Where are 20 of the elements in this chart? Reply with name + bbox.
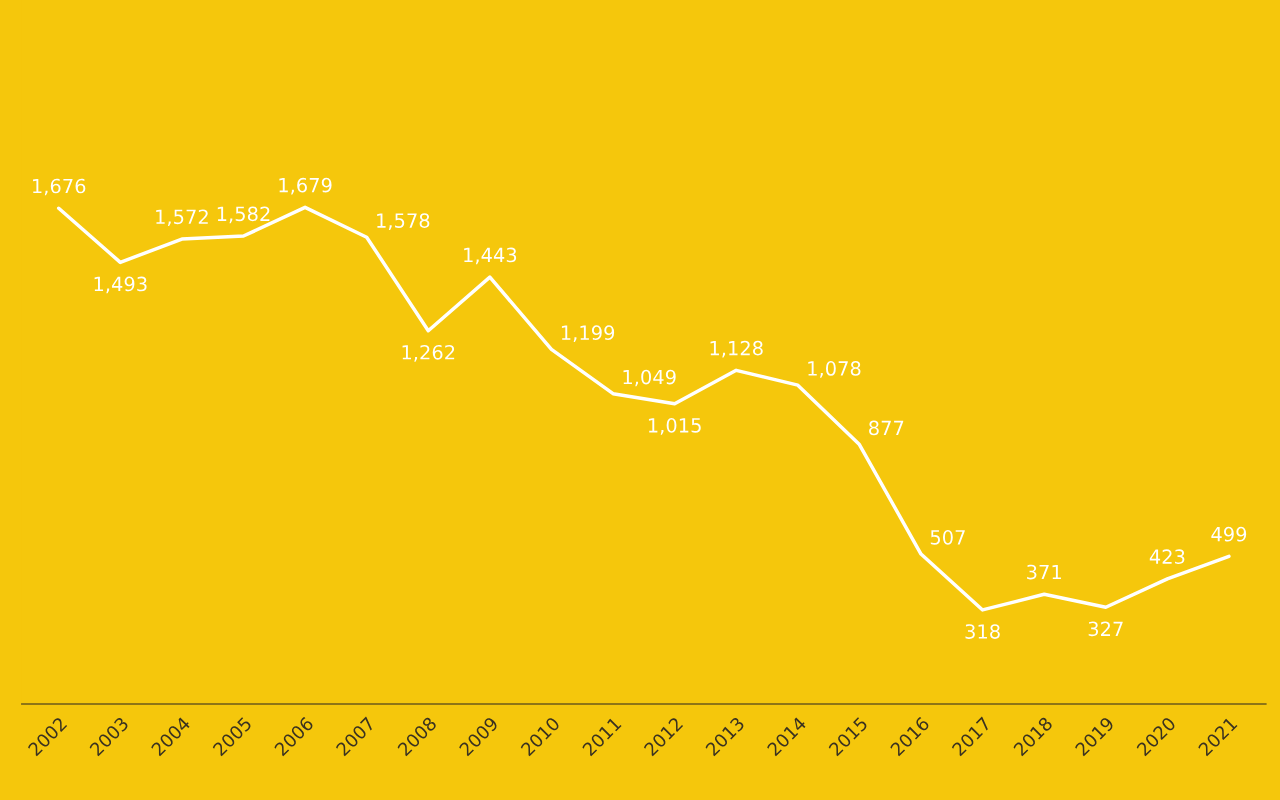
data-label: 877 — [869, 420, 904, 436]
data-label: 1,015 — [648, 418, 701, 435]
data-label: 1,572 — [156, 209, 208, 227]
data-label: 1,578 — [377, 213, 430, 230]
data-label: 1,493 — [94, 276, 147, 294]
data-label: 1,049 — [623, 369, 676, 387]
data-label: 318 — [965, 624, 1000, 639]
data-label: 499 — [1211, 526, 1247, 542]
data-label: 371 — [1027, 564, 1061, 580]
data-label: 507 — [930, 530, 965, 545]
data-label: 1,128 — [710, 340, 763, 358]
data-label: 1,676 — [33, 178, 86, 196]
data-label: 1,443 — [464, 247, 517, 265]
data-label: 1,679 — [279, 177, 332, 195]
data-label: 327 — [1088, 621, 1123, 637]
data-label: 1,199 — [561, 325, 615, 342]
data-label: 1,582 — [217, 206, 270, 224]
data-label: 1,078 — [808, 361, 861, 378]
data-label: 1,262 — [402, 344, 455, 362]
data-label: 423 — [1149, 549, 1185, 564]
